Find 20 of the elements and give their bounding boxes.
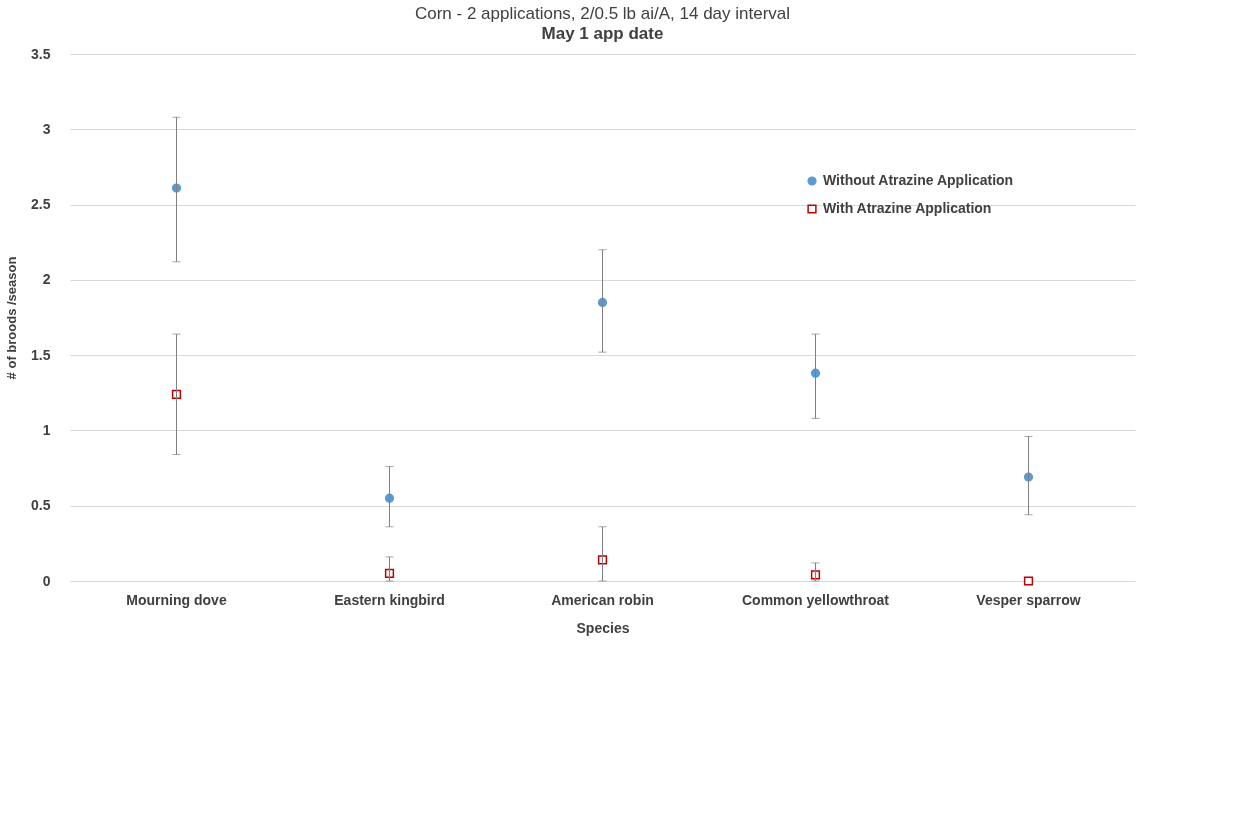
x-axis-title: Species — [576, 619, 630, 636]
x-tick-label: Mourning dove — [126, 591, 227, 608]
x-tick-label: American robin — [551, 591, 654, 608]
x-tick-label: Eastern kingbird — [334, 591, 445, 608]
y-tick-label: 0 — [42, 572, 51, 589]
x-tick-label: Common yellowthroat — [741, 591, 890, 608]
chart-subtitle: May 1 app date — [541, 24, 664, 43]
y-tick-label: 1.5 — [31, 346, 51, 363]
y-tick-label: 2 — [42, 271, 51, 288]
y-axis-title: # of broods /season — [4, 256, 20, 380]
chart-title: Corn - 2 applications, 2/0.5 lb ai/A, 14 day interval — [414, 4, 791, 23]
legend-label: With Atrazine Application — [823, 200, 992, 216]
y-tick-label: 2.5 — [31, 196, 51, 213]
point — [1023, 576, 1034, 586]
legend-label: Without Atrazine Application — [823, 172, 1014, 188]
x-tick-label: Vesper sparrow — [976, 591, 1081, 608]
y-tick-label: 3 — [42, 120, 51, 137]
y-tick-label: 0.5 — [31, 497, 51, 514]
y-tick-label: 1 — [42, 421, 51, 438]
y-tick-label: 3.5 — [31, 45, 51, 62]
